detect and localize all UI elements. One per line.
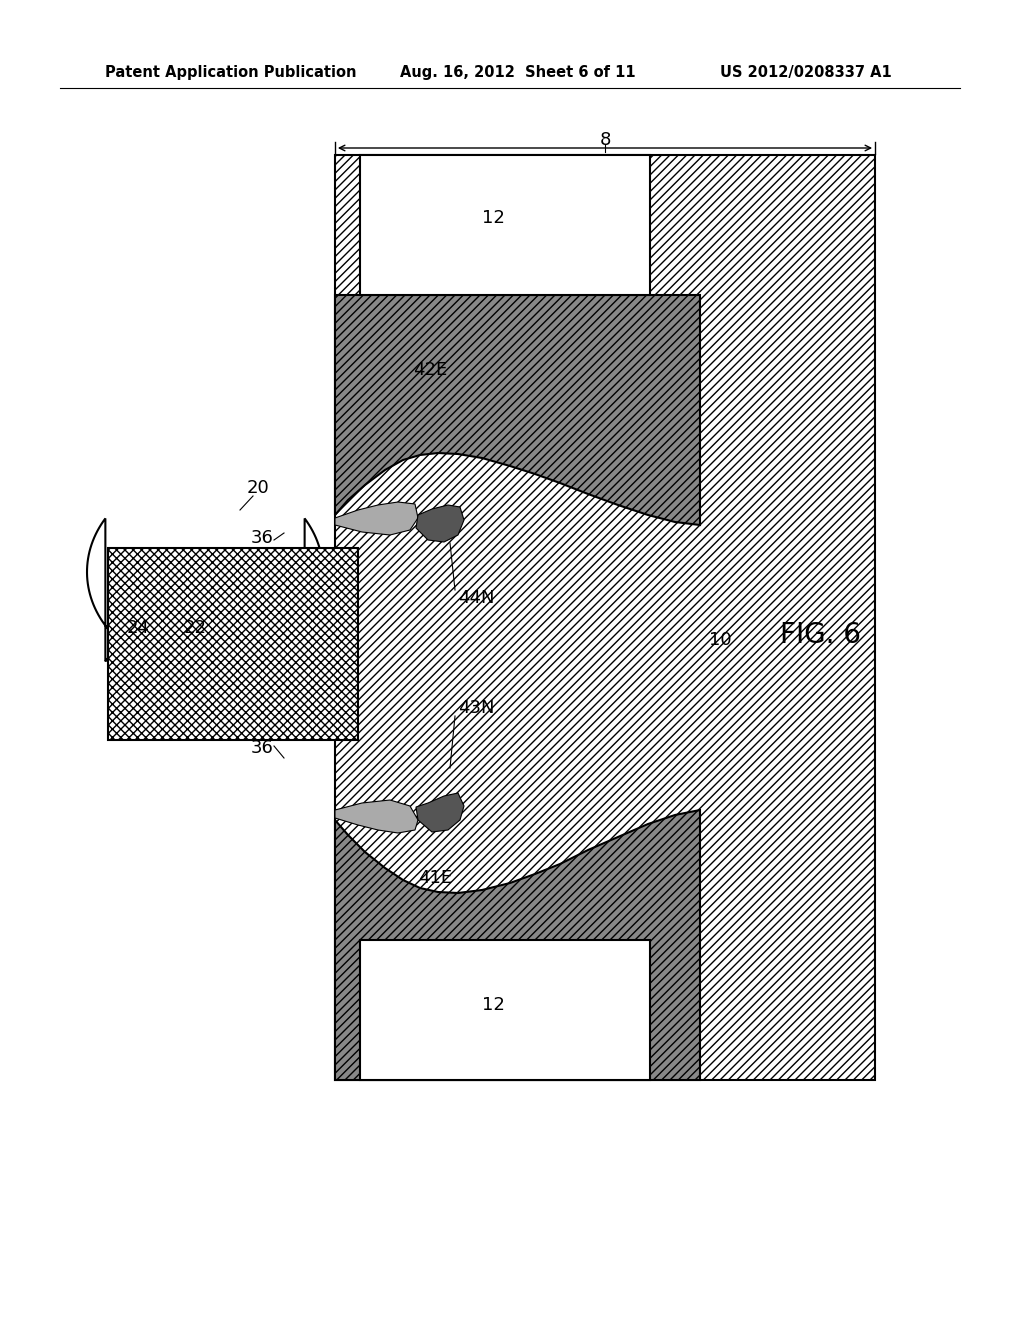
Text: 12: 12 — [481, 997, 505, 1014]
Bar — [360, 940, 650, 1080]
Text: US 2012/0208337 A1: US 2012/0208337 A1 — [720, 65, 892, 79]
Text: Patent Application Publication: Patent Application Publication — [105, 65, 356, 79]
Bar — [108, 548, 358, 741]
Polygon shape — [335, 502, 418, 535]
Text: 36: 36 — [251, 529, 273, 546]
Text: 43N: 43N — [458, 700, 495, 717]
Text: 22: 22 — [183, 619, 207, 638]
Text: 42E: 42E — [413, 360, 447, 379]
Text: 36: 36 — [251, 739, 273, 756]
Bar — [335, 154, 874, 1080]
Text: 8: 8 — [599, 131, 610, 149]
Text: 24: 24 — [127, 619, 150, 638]
Text: 20: 20 — [247, 479, 269, 498]
Text: 44N: 44N — [458, 589, 495, 607]
Polygon shape — [335, 294, 700, 525]
Polygon shape — [416, 793, 464, 832]
Polygon shape — [416, 506, 464, 543]
Polygon shape — [335, 800, 418, 833]
Bar — [360, 154, 650, 294]
Text: 10: 10 — [709, 631, 731, 649]
Polygon shape — [335, 810, 700, 1080]
Text: 12: 12 — [481, 209, 505, 227]
Polygon shape — [87, 519, 323, 672]
Text: Aug. 16, 2012  Sheet 6 of 11: Aug. 16, 2012 Sheet 6 of 11 — [400, 65, 636, 79]
Text: 41E: 41E — [418, 869, 452, 887]
Text: FIG. 6: FIG. 6 — [779, 620, 860, 649]
